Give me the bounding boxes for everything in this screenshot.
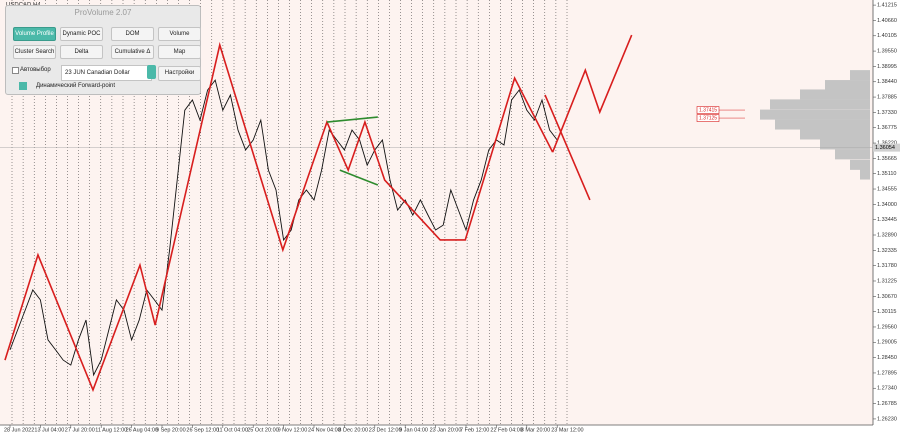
- y-tick-label: 1.35665: [877, 156, 897, 162]
- zigzag-line: [339, 169, 379, 186]
- y-tick-label: 1.41215: [877, 3, 897, 9]
- x-tick-label: 23 Mar 12:00: [551, 427, 583, 433]
- provolume-panel: ProVolume 2.07 Volume Profile Dynamic PO…: [5, 5, 201, 95]
- x-tick-label: 11 Oct 04:00: [217, 427, 248, 433]
- price-label: 1.37125: [699, 115, 717, 121]
- y-tick-label: 1.33445: [877, 217, 897, 223]
- profile-bar: [800, 129, 870, 140]
- y-tick-label: 1.36220: [877, 141, 897, 147]
- button[interactable]: Map: [158, 45, 201, 59]
- profile-bar: [775, 119, 870, 130]
- button[interactable]: Настройки: [158, 66, 201, 81]
- y-tick-label: 1.39550: [877, 49, 897, 55]
- y-tick-label: 1.34555: [877, 186, 897, 192]
- y-tick-label: 1.35110: [877, 171, 896, 177]
- profile-bar: [825, 80, 870, 91]
- y-tick-label: 1.30670: [877, 294, 897, 300]
- y-tick-label: 1.34000: [877, 202, 897, 208]
- profile-bar: [835, 149, 870, 160]
- y-tick-label: 1.38440: [877, 79, 897, 85]
- y-tick-label: 1.29005: [877, 340, 897, 346]
- profile-bar: [860, 169, 870, 180]
- y-tick-label: 1.32890: [877, 232, 897, 238]
- y-tick-label: 1.37885: [877, 95, 897, 101]
- x-tick-label: 9 Jan 04:00: [399, 427, 428, 433]
- profile-bar: [760, 109, 870, 120]
- y-tick-label: 1.27340: [877, 386, 897, 392]
- y-tick-label: 1.28450: [877, 355, 897, 361]
- button[interactable]: Delta: [60, 45, 103, 59]
- x-tick-label: 26 Sep 12:00: [186, 427, 219, 433]
- button[interactable]: Dynamic POC: [60, 27, 103, 41]
- zigzag-line: [326, 116, 378, 123]
- x-tick-label: 22 Feb 04:00: [490, 427, 522, 433]
- x-tick-label: 24 Nov 04:00: [308, 427, 341, 433]
- y-tick-label: 1.29560: [877, 324, 897, 330]
- profile-bar: [820, 139, 870, 150]
- price-axis-background: [873, 0, 900, 435]
- time-axis-background: [0, 425, 873, 435]
- profile-bar: [850, 159, 870, 170]
- panel-title: ProVolume 2.07: [74, 8, 132, 17]
- x-tick-label: 9 Sep 20:00: [156, 427, 186, 433]
- zigzag-line: [544, 94, 591, 201]
- checkbox-label: Автовыбор: [20, 67, 51, 73]
- y-tick-label: 1.31780: [877, 263, 897, 269]
- x-tick-label: 26 Aug 04:00: [126, 427, 158, 433]
- x-tick-label: 8 Mar 20:00: [521, 427, 550, 433]
- button[interactable]: Volume: [158, 27, 201, 41]
- y-tick-label: 1.37330: [877, 110, 897, 116]
- y-tick-label: 1.26785: [877, 401, 897, 407]
- x-tick-label: 25 Oct 20:00: [247, 427, 279, 433]
- button[interactable]: Cluster Search: [13, 45, 56, 59]
- checkbox[interactable]: [12, 67, 19, 74]
- x-tick-label: 7 Feb 12:00: [460, 427, 489, 433]
- button[interactable]: Cumulative Δ: [111, 45, 154, 59]
- zigzag-line: [551, 34, 633, 153]
- button[interactable]: DOM: [111, 27, 154, 41]
- y-tick-label: 1.30115: [877, 309, 896, 315]
- y-tick-label: 1.40105: [877, 33, 897, 39]
- price-label: 1.37415: [699, 107, 717, 113]
- x-tick-label: 13 Jul 04:00: [34, 427, 64, 433]
- x-tick-label: 9 Nov 12:00: [278, 427, 308, 433]
- current-price-tag: [873, 143, 900, 152]
- price-line: [9, 79, 558, 377]
- profile-bar: [770, 99, 870, 110]
- y-tick-label: 1.32335: [877, 248, 897, 254]
- toggle[interactable]: [19, 82, 27, 90]
- x-tick-label: 8 Dec 20:00: [338, 427, 368, 433]
- y-tick-label: 1.27895: [877, 370, 897, 376]
- x-tick-label: 28 Jun 2022: [4, 427, 34, 433]
- instrument-input[interactable]: 23 JUN Canadian Dollar: [61, 65, 152, 81]
- dropdown-button[interactable]: [147, 65, 156, 79]
- y-tick-label: 1.38995: [877, 64, 897, 70]
- x-tick-label: 23 Jan 20:00: [430, 427, 462, 433]
- x-tick-label: 11 Aug 12:00: [95, 427, 127, 433]
- y-tick-label: 1.36775: [877, 125, 897, 131]
- current-price-label: 1.36054: [875, 145, 895, 151]
- y-tick-label: 1.40660: [877, 18, 897, 24]
- y-tick-label: 1.26230: [877, 416, 897, 422]
- x-tick-label: 27 Jul 20:00: [65, 427, 95, 433]
- toggle-label: Динамический Forward-point: [36, 83, 116, 89]
- x-tick-label: 23 Dec 12:00: [369, 427, 402, 433]
- session-separators: [11, 0, 568, 425]
- y-tick-label: 1.31225: [877, 278, 897, 284]
- profile-bar: [850, 70, 870, 81]
- profile-bar: [800, 89, 870, 100]
- button[interactable]: Volume Profile: [13, 27, 56, 41]
